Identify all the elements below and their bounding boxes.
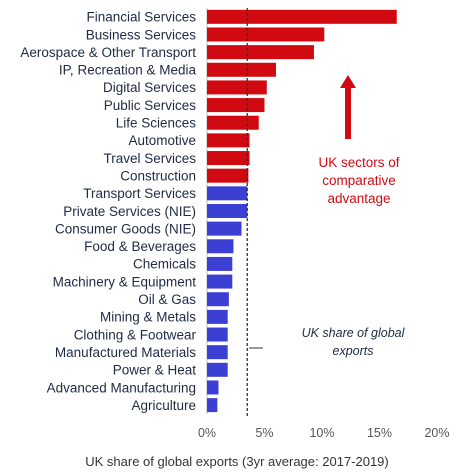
bar-automotive <box>207 133 250 148</box>
bar-manufactured-materials <box>207 345 228 360</box>
bar-oil-gas <box>207 292 229 307</box>
bar-aerospace-other-transport <box>207 45 314 60</box>
category-label-ip-recreation-media: IP, Recreation & Media <box>59 63 197 78</box>
category-label-aerospace-other-transport: Aerospace & Other Transport <box>20 45 196 60</box>
x-tick-label: 0% <box>198 426 216 440</box>
bar-chemicals <box>207 256 233 271</box>
bar-private-services-nie <box>207 203 248 218</box>
category-label-private-services-nie: Private Services (NIE) <box>63 204 196 219</box>
category-label-travel-services: Travel Services <box>103 151 196 166</box>
bar-transport-services <box>207 186 248 201</box>
category-label-consumer-goods-nie: Consumer Goods (NIE) <box>55 221 196 236</box>
bar-life-sciences <box>207 115 259 130</box>
bar-power-heat <box>207 362 228 377</box>
bar-food-beverages <box>207 239 234 254</box>
bars-group <box>207 9 397 413</box>
category-label-power-heat: Power & Heat <box>113 363 197 378</box>
bar-mining-metals <box>207 309 228 324</box>
category-label-life-sciences: Life Sciences <box>116 116 197 131</box>
bar-machinery-equipment <box>207 274 233 289</box>
category-label-clothing-footwear: Clothing & Footwear <box>74 327 197 342</box>
bar-travel-services <box>207 151 250 166</box>
bar-public-services <box>207 98 265 113</box>
category-label-automotive: Automotive <box>128 133 196 148</box>
x-tick-label: 5% <box>255 426 273 440</box>
category-label-financial-services: Financial Services <box>86 10 196 25</box>
advantage-annotation-line-3: advantage <box>327 191 390 206</box>
bar-financial-services <box>207 9 397 24</box>
category-label-chemicals: Chemicals <box>133 257 196 272</box>
advantage-annotation-line-1: UK sectors of <box>318 155 399 170</box>
category-label-oil-gas: Oil & Gas <box>138 292 196 307</box>
bar-digital-services <box>207 80 267 95</box>
category-label-agriculture: Agriculture <box>131 398 196 413</box>
bar-advanced-manufacturing <box>207 380 219 395</box>
x-tick-label: 15% <box>367 426 392 440</box>
x-tick-label: 10% <box>309 426 334 440</box>
category-label-business-services: Business Services <box>86 27 197 42</box>
category-label-transport-services: Transport Services <box>83 186 196 201</box>
category-label-food-beverages: Food & Beverages <box>84 239 196 254</box>
advantage-annotation-line-2: comparative <box>322 173 396 188</box>
category-label-advanced-manufacturing: Advanced Manufacturing <box>47 380 196 395</box>
share-annotation-line-1: UK share of global <box>302 326 406 340</box>
up-arrow-icon <box>340 75 356 139</box>
bar-construction <box>207 168 249 183</box>
category-label-digital-services: Digital Services <box>103 80 196 95</box>
share-annotation-line-2: exports <box>333 344 374 358</box>
category-label-construction: Construction <box>120 168 196 183</box>
bar-consumer-goods-nie <box>207 221 242 236</box>
category-label-public-services: Public Services <box>104 98 197 113</box>
bar-agriculture <box>207 398 218 413</box>
bar-ip-recreation-media <box>207 62 276 77</box>
category-label-manufactured-materials: Manufactured Materials <box>55 345 196 360</box>
category-labels: Financial Services Business Services Aeros… <box>20 10 196 413</box>
x-tick-label: 20% <box>424 426 449 440</box>
category-label-mining-metals: Mining & Metals <box>100 310 196 325</box>
x-axis-label: UK share of global exports (3yr average:… <box>85 454 389 469</box>
bar-business-services <box>207 27 325 42</box>
category-label-machinery-equipment: Machinery & Equipment <box>53 274 197 289</box>
x-tick-labels: 0% 5% 10% 15% 20% <box>198 426 450 440</box>
bar-clothing-footwear <box>207 327 228 342</box>
